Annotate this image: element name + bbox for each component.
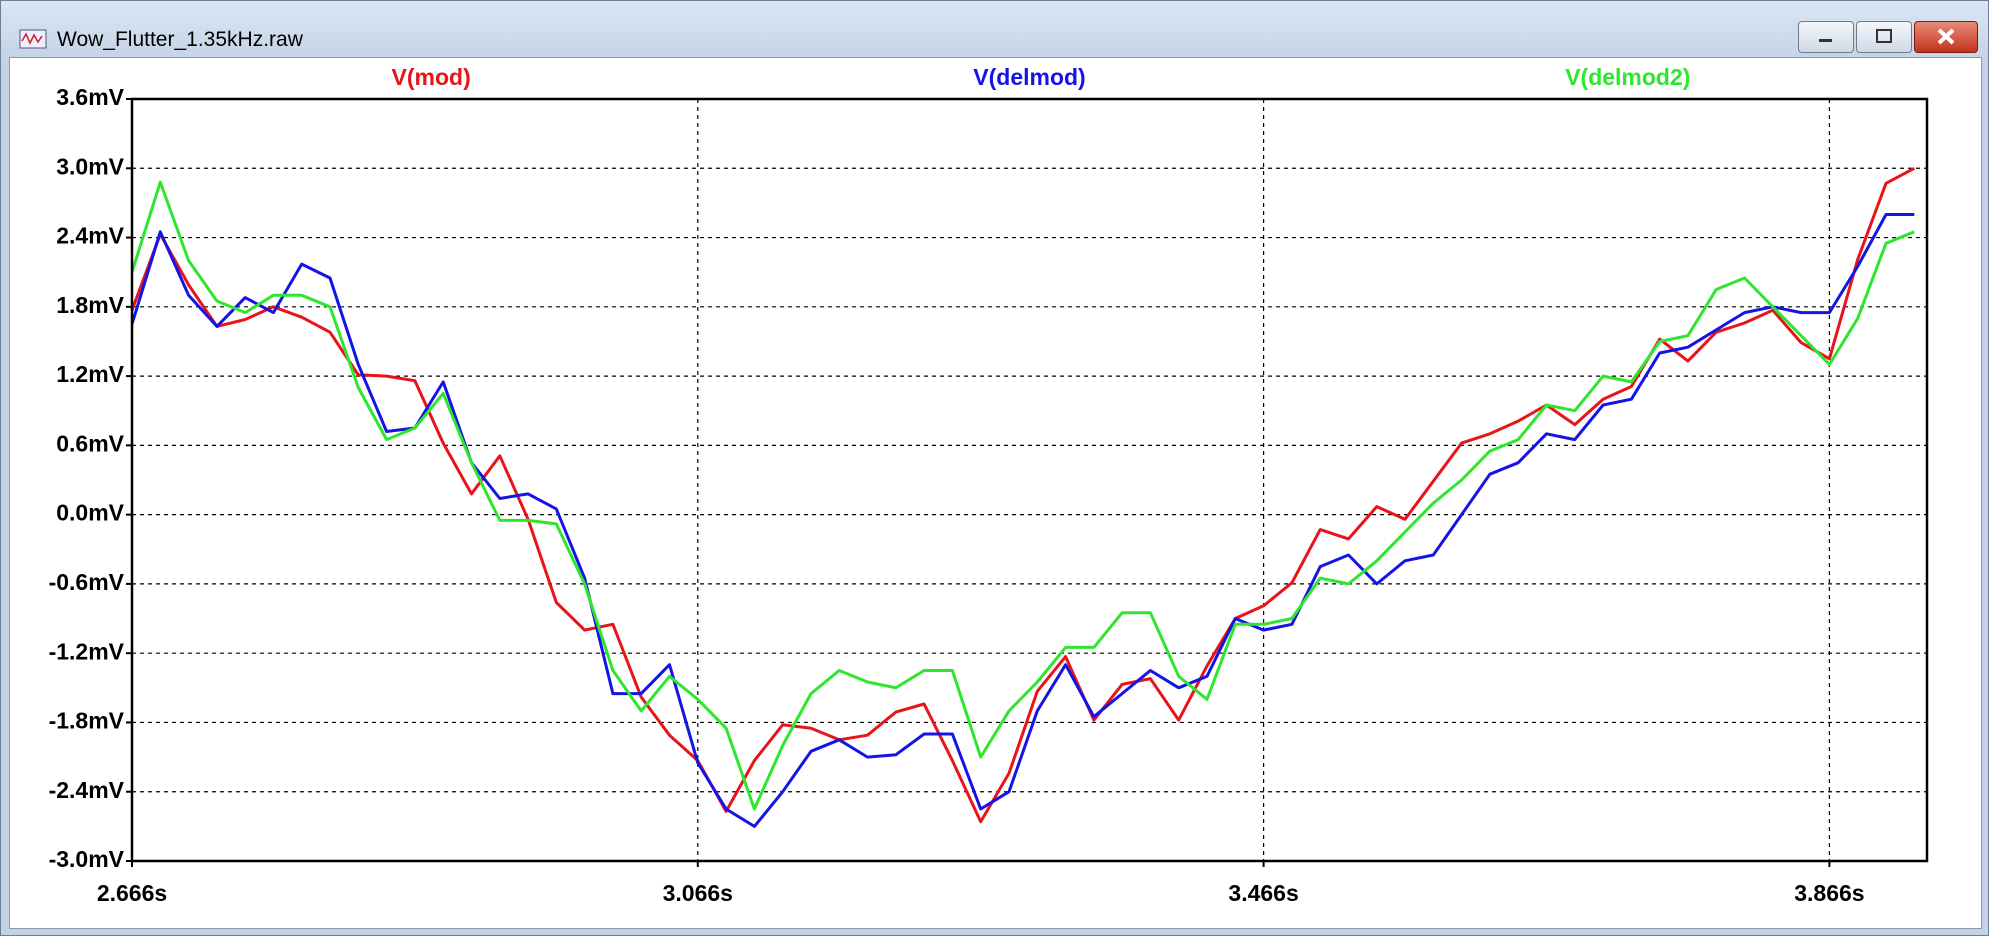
window-title: Wow_Flutter_1.35kHz.raw [57,28,303,51]
legend-entry: V(delmod) [973,64,1085,90]
x-tick-label: 2.666s [97,880,167,906]
maximize-button[interactable] [1856,21,1912,53]
trace [130,180,1915,811]
y-tick-label: -3.0mV [49,846,125,872]
title-bar: Wow_Flutter_1.35kHz.raw [1,1,1988,55]
y-tick-label: -1.2mV [49,638,125,664]
y-tick-label: 3.0mV [56,153,124,179]
y-tick-label: -1.8mV [49,708,125,734]
y-tick-label: 2.4mV [56,223,124,249]
y-tick-label: -0.6mV [49,569,125,595]
minimize-button[interactable] [1798,21,1854,53]
y-tick-label: 1.2mV [56,361,124,387]
legend-entry: V(delmod2) [1565,64,1690,90]
y-tick-label: 1.8mV [56,292,124,318]
legend-entry: V(mod) [392,64,471,90]
plot-border [130,97,1929,863]
plot-area [132,99,1927,861]
y-tick-label: 0.6mV [56,430,124,456]
app-icon [19,29,47,49]
y-tick-label: 3.6mV [56,84,124,110]
x-tick-label: 3.066s [663,880,733,906]
close-button[interactable] [1914,21,1978,53]
trace [130,213,1915,828]
x-tick-label: 3.866s [1794,880,1864,906]
y-tick-label: 0.0mV [56,500,124,526]
y-tick-label: -2.4mV [49,777,125,803]
x-tick-label: 3.466s [1228,880,1298,906]
